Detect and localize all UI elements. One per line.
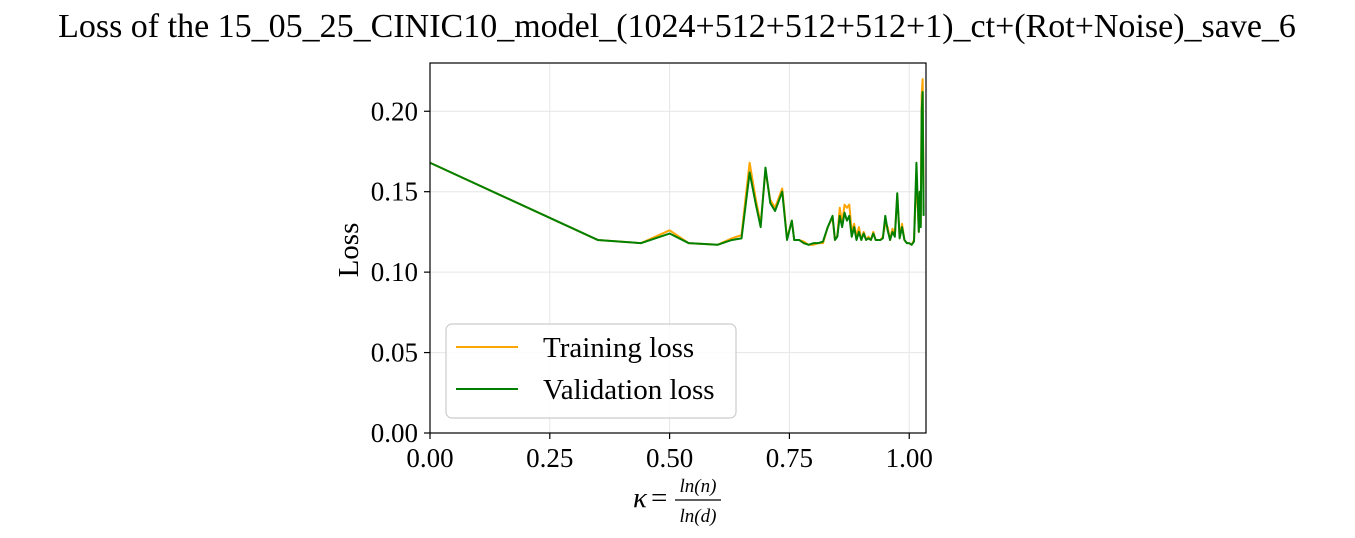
x-label-equals: = <box>651 482 667 514</box>
y-axis: 0.00 0.05 0.10 0.15 0.20 <box>371 96 430 448</box>
x-tick-label-2: 0.50 <box>646 443 693 473</box>
x-tick-label-4: 1.00 <box>886 443 933 473</box>
series-layer <box>429 78 925 246</box>
y-tick-label-0: 0.00 <box>371 418 418 448</box>
validation-loss-line <box>429 90 925 246</box>
y-axis-label: Loss <box>333 223 365 278</box>
x-label-kappa: κ <box>633 482 648 514</box>
x-axis: 0.00 0.25 0.50 0.75 1.00 <box>406 433 933 473</box>
y-tick-label-4: 0.20 <box>371 96 418 126</box>
y-tick-label-3: 0.15 <box>371 177 418 207</box>
x-tick-label-3: 0.75 <box>766 443 813 473</box>
x-axis-label: κ = ln(n) ln(d) <box>633 476 721 527</box>
legend-label-validation: Validation loss <box>543 374 715 406</box>
x-tick-label-0: 0.00 <box>406 443 453 473</box>
x-label-denominator: ln(d) <box>680 506 717 527</box>
x-label-numerator: ln(n) <box>680 476 717 497</box>
legend-box <box>445 323 737 419</box>
y-tick-label-1: 0.05 <box>371 338 418 368</box>
legend: Training loss Validation loss <box>445 323 737 419</box>
y-tick-label-2: 0.10 <box>371 257 418 287</box>
chart-title: Loss of the 15_05_25_CINIC10_model_(1024… <box>58 8 1296 45</box>
legend-label-training: Training loss <box>543 332 694 364</box>
plot-frame <box>429 62 927 434</box>
x-tick-label-1: 0.25 <box>526 443 573 473</box>
